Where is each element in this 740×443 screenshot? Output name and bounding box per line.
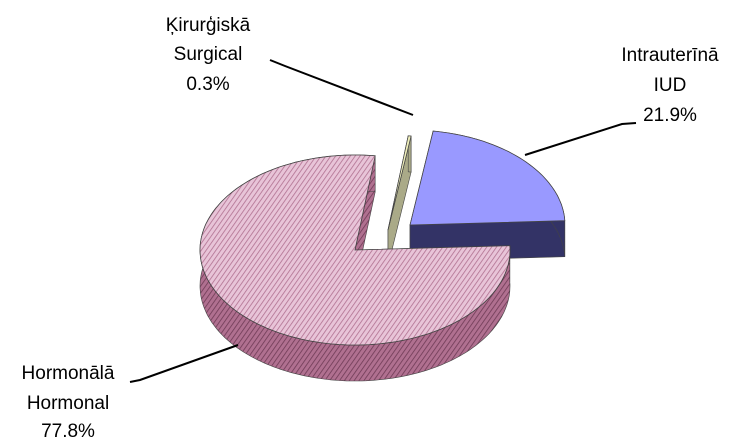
category-label-en: IUD	[654, 75, 687, 96]
value-label: 0.3%	[186, 74, 229, 95]
slice-side	[387, 136, 412, 267]
leader-lines	[129, 59, 637, 383]
slice-top	[199, 154, 511, 346]
slice	[387, 135, 412, 267]
category-label-en: Hormonal	[27, 393, 109, 414]
slice-top	[409, 130, 566, 226]
slice-top	[387, 135, 412, 231]
slice	[199, 154, 511, 382]
category-label-en: Surgical	[174, 44, 243, 65]
category-label: Ķirurģiskā	[166, 15, 251, 36]
value-label: 21.9%	[643, 105, 697, 126]
pie	[199, 130, 566, 382]
value-label: 77.8%	[41, 421, 95, 442]
category-label: Hormonālā	[22, 363, 115, 384]
category-label: Intrauterīnā	[621, 45, 719, 66]
